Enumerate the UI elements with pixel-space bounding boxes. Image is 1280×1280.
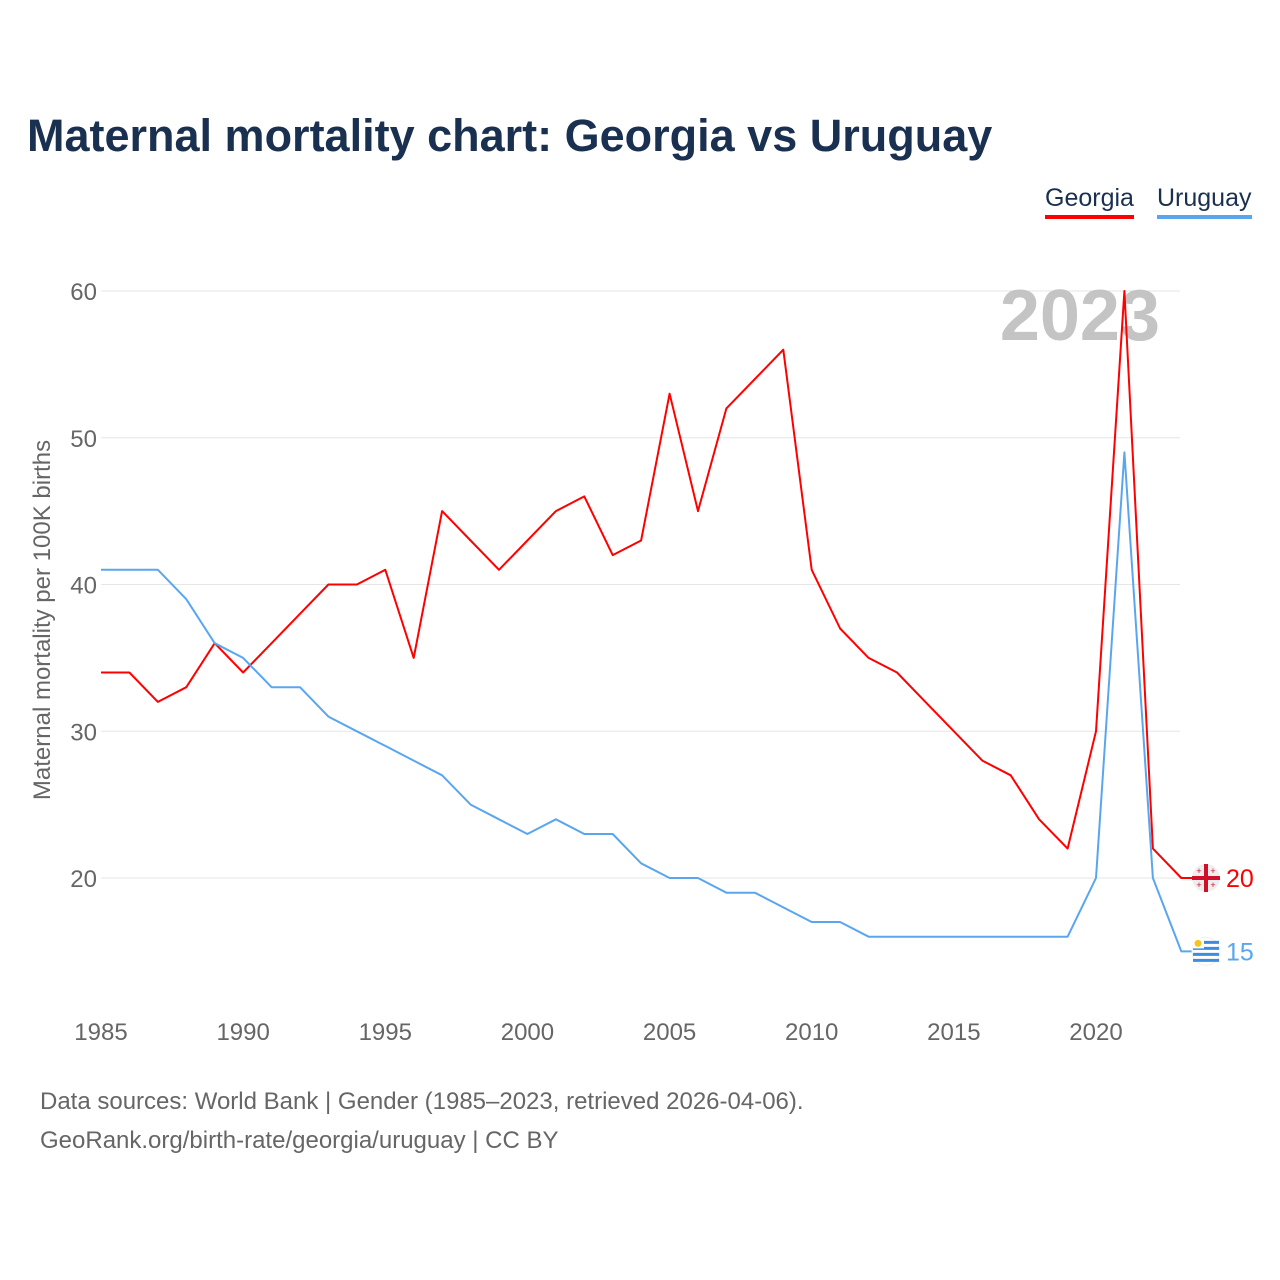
- x-tick-label: 2000: [501, 1019, 554, 1046]
- georgia-flag-cross-v: [1204, 864, 1208, 892]
- y-tick-label: 50: [70, 426, 97, 453]
- y-tick-label: 40: [70, 573, 97, 600]
- uruguay-flag-stripe: [1193, 952, 1219, 956]
- line-georgia: [101, 290, 1192, 879]
- footer-sources: Data sources: World Bank | Gender (1985–…: [40, 1088, 804, 1115]
- x-tick-label: 2020: [1069, 1019, 1122, 1046]
- uruguay-flag-sun: [1194, 939, 1202, 947]
- x-tick-label: 2015: [927, 1019, 980, 1046]
- uruguay-flag-stripe: [1193, 946, 1219, 950]
- y-axis-label: Maternal mortality per 100K births: [29, 440, 56, 800]
- y-tick-label: 30: [70, 719, 97, 746]
- uruguay-flag-stripe: [1193, 958, 1219, 962]
- chart-title: Maternal mortality chart: Georgia vs Uru…: [27, 110, 993, 161]
- georgia-flag-small-cross: +: [1196, 866, 1201, 876]
- year-watermark: 2023: [1000, 276, 1160, 356]
- footer-link[interactable]: GeoRank.org/birth-rate/georgia/uruguay |…: [40, 1127, 559, 1154]
- end-label-georgia: 20: [1226, 865, 1254, 893]
- end-label-uruguay: 15: [1226, 938, 1254, 966]
- x-tick-label: 1995: [359, 1019, 412, 1046]
- y-tick-label: 20: [70, 866, 97, 893]
- line-uruguay: [101, 451, 1192, 953]
- georgia-flag-small-cross: +: [1210, 880, 1215, 890]
- legend-uruguay[interactable]: Uruguay: [1157, 184, 1252, 219]
- uruguay-flag-stripe: [1193, 940, 1219, 944]
- x-tick-label: 1990: [216, 1019, 269, 1046]
- georgia-flag-small-cross: +: [1196, 880, 1201, 890]
- legend-georgia[interactable]: Georgia: [1045, 184, 1134, 219]
- x-tick-label: 1985: [74, 1019, 127, 1046]
- y-tick-label: 60: [70, 279, 97, 306]
- x-tick-label: 2005: [643, 1019, 696, 1046]
- x-tick-label: 2010: [785, 1019, 838, 1046]
- georgia-flag-small-cross: +: [1210, 866, 1215, 876]
